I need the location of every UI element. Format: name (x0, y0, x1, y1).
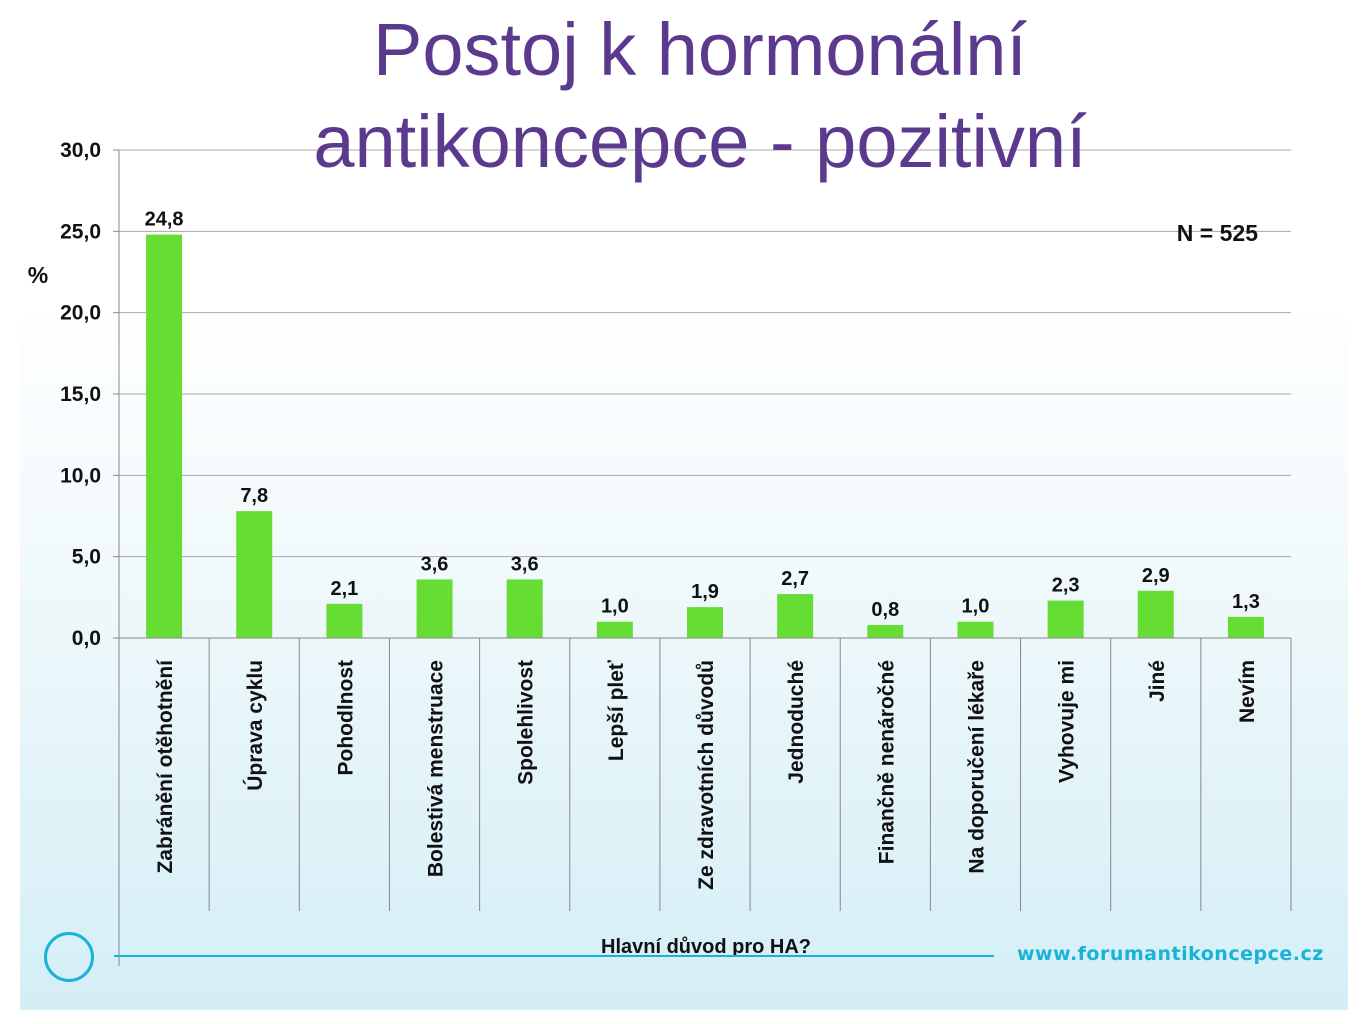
category-label: Bolestivá menstruace (425, 660, 448, 877)
category-label: Úprava cyklu (243, 660, 267, 791)
category-label: Jednoduché (785, 660, 808, 784)
bar (1047, 600, 1084, 638)
data-label: 3,6 (511, 553, 539, 575)
y-axis-label: % (28, 262, 48, 288)
bar (416, 579, 453, 638)
data-label: 1,3 (1232, 591, 1260, 613)
category-label: Zabránění otěhotnění (154, 659, 177, 874)
bar (1227, 616, 1264, 638)
bar (596, 621, 633, 638)
bar (146, 234, 183, 638)
y-tick-label: 30,0 (60, 139, 101, 162)
axes (113, 149, 1292, 966)
category-label: Pohodlnost (334, 660, 357, 775)
bar (1137, 590, 1174, 638)
data-label: 3,6 (421, 553, 449, 575)
labels: 0,0 5,0 10,0 15,0 20,0 25,0 30,0 24,8 Zabránění … (28, 139, 1260, 958)
y-tick-label: 5,0 (72, 546, 101, 569)
bar (777, 594, 814, 638)
data-label: 2,7 (781, 568, 809, 590)
y-tick-label: 0,0 (72, 627, 101, 650)
bar (867, 624, 904, 638)
data-label: 2,3 (1052, 575, 1080, 597)
data-label: 0,8 (871, 599, 899, 621)
data-label: 24,8 (145, 209, 184, 231)
data-label: 2,1 (330, 578, 358, 600)
category-label: Vyhovuje mi (1056, 660, 1079, 783)
data-label: 2,9 (1142, 565, 1170, 587)
category-label: Nevím (1236, 660, 1259, 723)
data-label: 1,9 (691, 581, 719, 603)
y-tick-label: 25,0 (60, 220, 101, 243)
category-label: Finančně nenáročné (875, 660, 898, 864)
bars (146, 234, 1264, 638)
data-label: 1,0 (962, 596, 990, 618)
speech-bubble-icon (44, 932, 94, 982)
sample-size-annotation: N = 525 (1177, 220, 1258, 246)
bar (957, 621, 994, 638)
bar (236, 511, 273, 638)
category-label: Jiné (1146, 660, 1169, 702)
data-label: 1,0 (601, 596, 629, 618)
bar (326, 603, 363, 638)
y-tick-label: 20,0 (60, 302, 101, 325)
category-label: Spolehlivost (515, 660, 538, 785)
gridlines (119, 149, 1291, 639)
y-tick-label: 10,0 (60, 464, 101, 487)
slide-background (20, 0, 1348, 1010)
category-label: Ze zdravotních důvodů (695, 660, 718, 890)
bar (687, 607, 723, 638)
brand-url: www.forumantikoncepce.cz (1017, 943, 1324, 965)
footer-divider (114, 955, 994, 957)
x-axis-label: Hlavní důvod pro HA? (601, 936, 811, 958)
category-label: Na doporučení lékaře (965, 660, 988, 874)
data-label: 7,8 (240, 485, 268, 507)
title-line-2: antikoncepce - pozitivní (313, 100, 1087, 183)
category-label: Lepší pleť (605, 659, 628, 761)
title-line-1: Postoj k hormonální (372, 8, 1027, 91)
y-tick-label: 15,0 (60, 383, 101, 406)
bar (506, 579, 543, 638)
slide-title: Postoj k hormonální antikoncepce - pozit… (200, 4, 1200, 188)
